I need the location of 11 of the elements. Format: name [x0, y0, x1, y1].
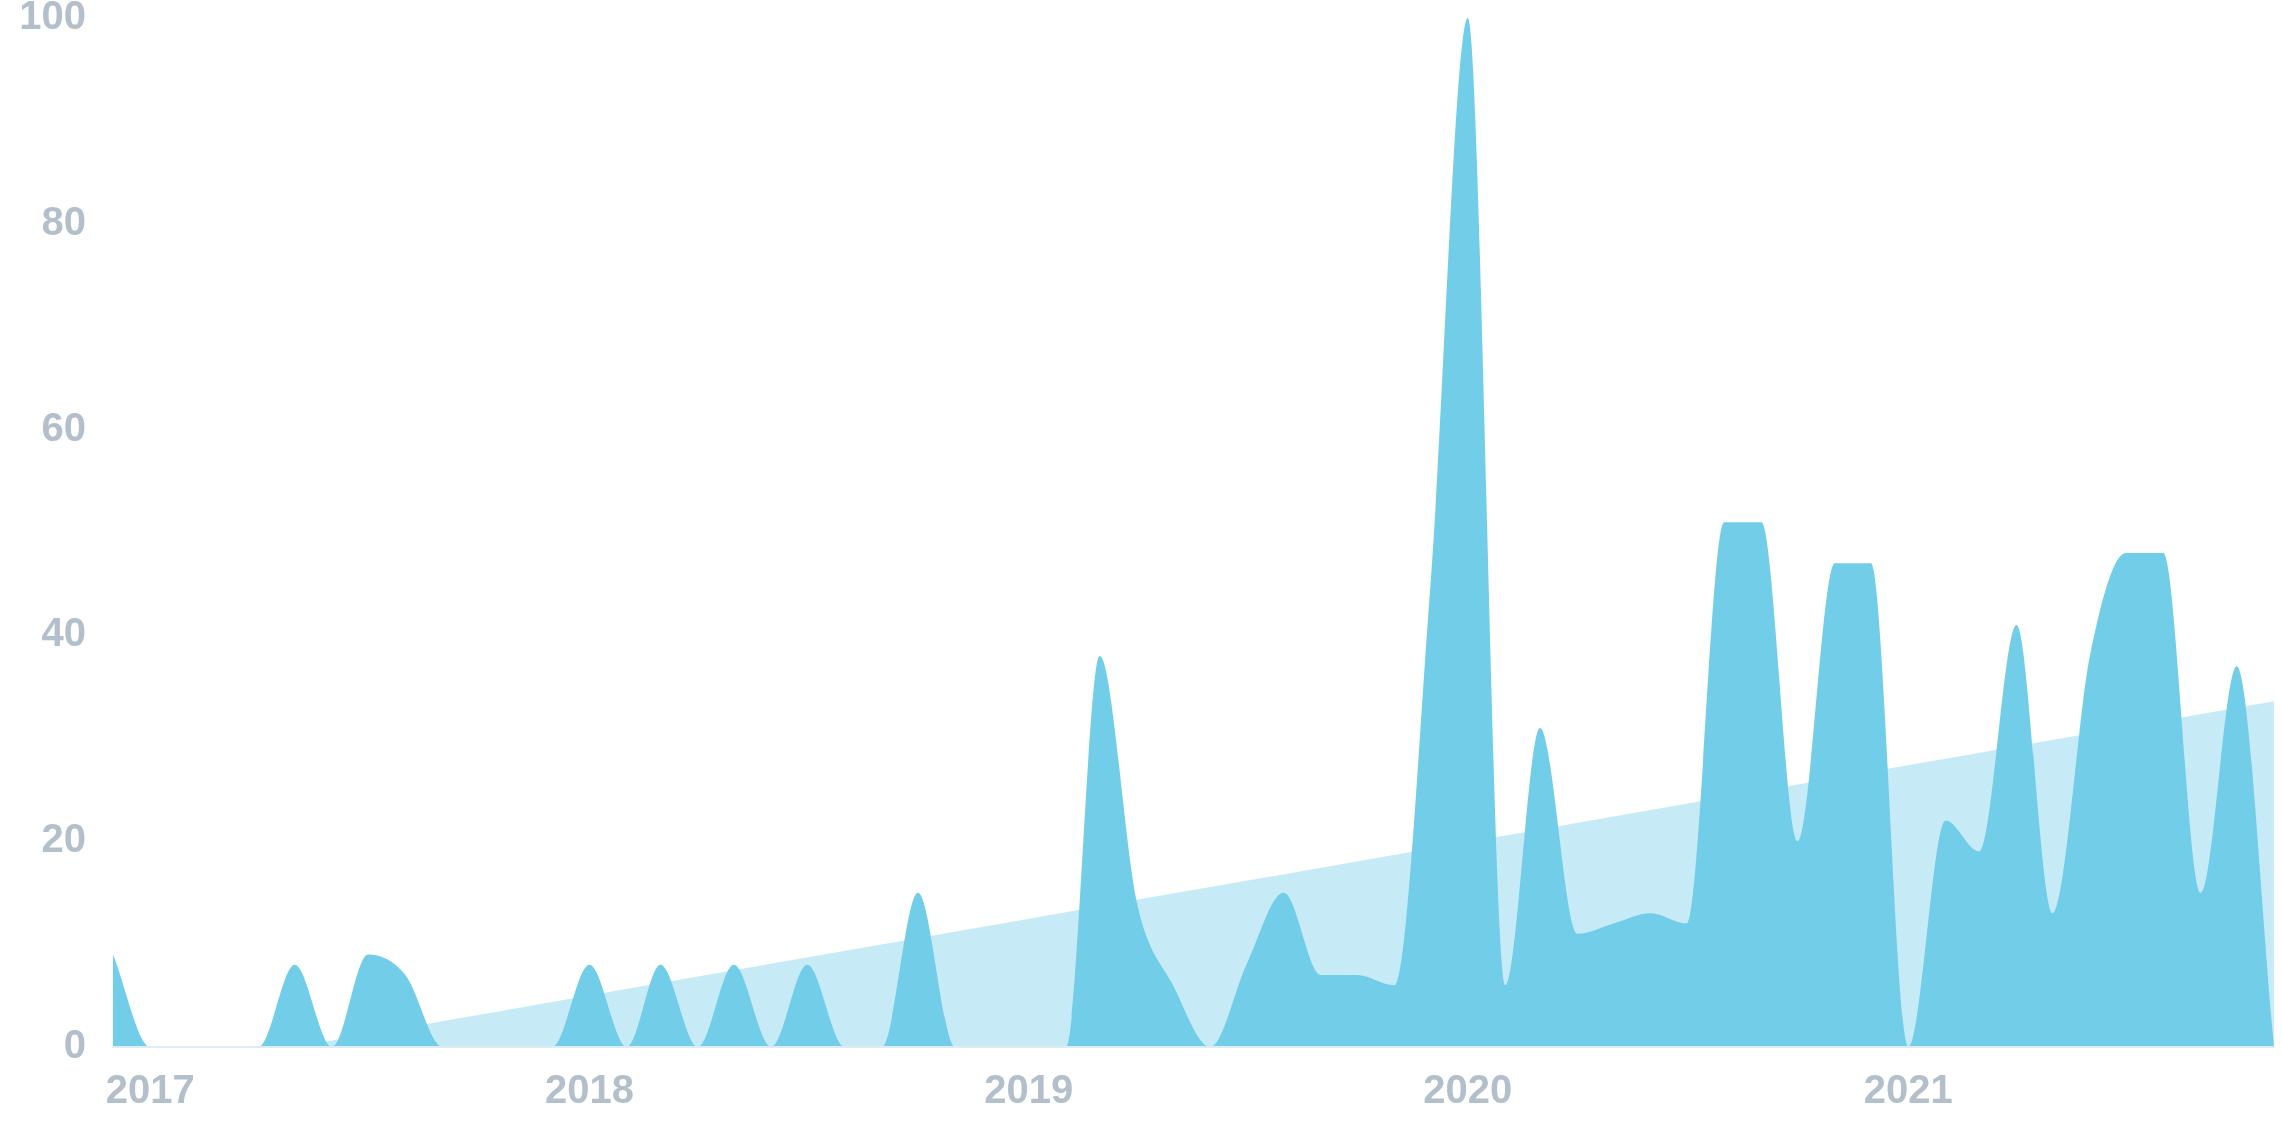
y-tick-label: 80 — [41, 198, 86, 243]
y-tick-label: 100 — [19, 0, 86, 38]
x-tick-label: 2019 — [984, 1067, 1074, 1112]
x-tick-label: 2017 — [105, 1067, 195, 1112]
x-tick-label: 2021 — [1863, 1067, 1953, 1112]
x-tick-label: 2018 — [544, 1067, 634, 1112]
y-tick-label: 60 — [41, 404, 86, 449]
x-tick-label: 2020 — [1423, 1067, 1513, 1112]
y-tick-label: 20 — [41, 816, 86, 861]
y-tick-label: 40 — [41, 610, 86, 655]
y-tick-label: 0 — [63, 1022, 86, 1067]
